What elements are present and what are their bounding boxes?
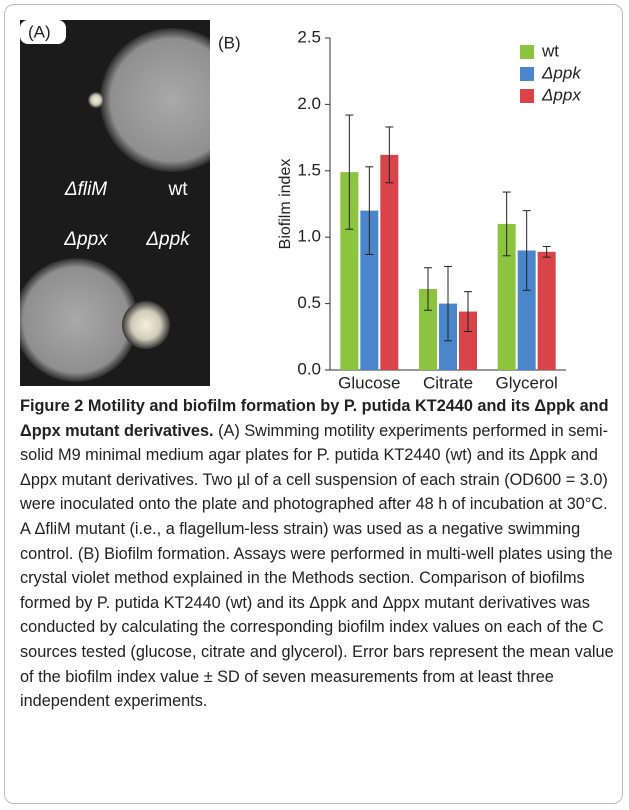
- x-tick-label: Citrate: [423, 373, 473, 392]
- panel-b-label: (B): [218, 33, 241, 52]
- y-tick-label: 0.5: [297, 293, 321, 312]
- panel-a-label: (A): [28, 22, 51, 41]
- bar: [538, 252, 556, 370]
- figure: (A) ΔfliM wt Δppx Δppk (B) Biofilm index…: [0, 0, 629, 392]
- legend-swatch: [520, 45, 534, 59]
- page: (A) ΔfliM wt Δppx Δppk (B) Biofilm index…: [0, 0, 629, 810]
- strain-label: Δppk: [145, 229, 191, 250]
- x-tick-label: Glycerol: [495, 373, 557, 392]
- legend-label: Δppx: [541, 85, 581, 104]
- y-axis-label: Biofilm index: [277, 159, 294, 250]
- legend-swatch: [520, 67, 534, 81]
- y-tick-label: 1.0: [297, 227, 321, 246]
- caption-body: (A) Swimming motility experiments perfor…: [20, 422, 614, 711]
- legend-swatch: [520, 89, 534, 103]
- y-tick-label: 0.0: [297, 359, 321, 378]
- plate-photo: [14, 20, 244, 386]
- x-tick-label: Glucose: [338, 373, 400, 392]
- legend-label: wt: [541, 41, 559, 60]
- bar: [380, 155, 398, 370]
- strain-label: Δppx: [63, 229, 109, 250]
- y-tick-label: 2.5: [297, 27, 321, 46]
- caption: Figure 2 Motility and biofilm formation …: [20, 394, 616, 714]
- strain-label: ΔfliM: [64, 179, 107, 200]
- strain-label: wt: [168, 179, 189, 200]
- y-tick-label: 1.5: [297, 160, 321, 179]
- legend-label: Δppk: [541, 63, 582, 82]
- y-tick-label: 2.0: [297, 94, 321, 113]
